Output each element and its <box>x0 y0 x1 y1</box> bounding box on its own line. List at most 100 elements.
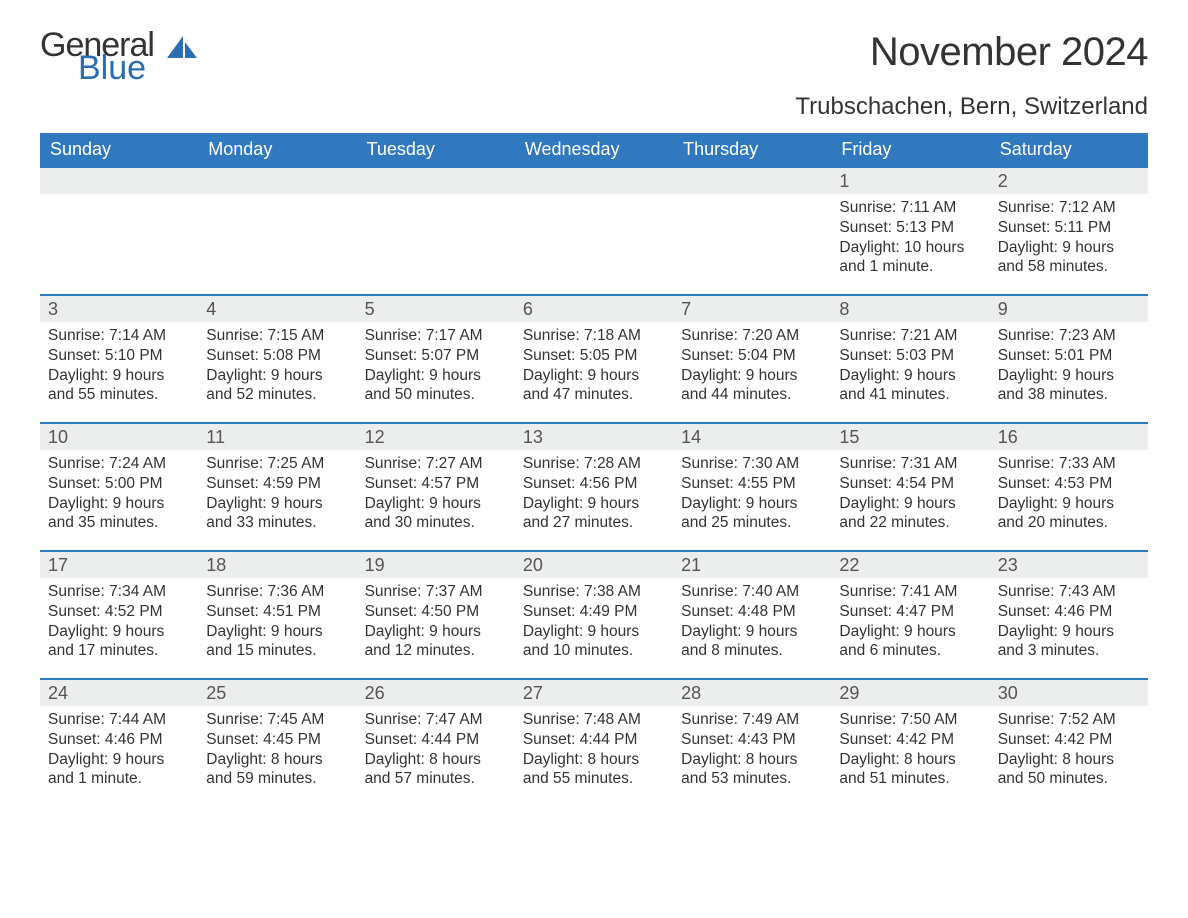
daylight-line: Daylight: 9 hours and 50 minutes. <box>365 366 507 406</box>
weekday-header-row: SundayMondayTuesdayWednesdayThursdayFrid… <box>40 133 1148 167</box>
calendar-day-cell: 22Sunrise: 7:41 AMSunset: 4:47 PMDayligh… <box>831 551 989 679</box>
calendar-day-cell: 20Sunrise: 7:38 AMSunset: 4:49 PMDayligh… <box>515 551 673 679</box>
calendar-week-row: 17Sunrise: 7:34 AMSunset: 4:52 PMDayligh… <box>40 551 1148 679</box>
daylight-line: Daylight: 9 hours and 27 minutes. <box>523 494 665 534</box>
day-number: 2 <box>990 168 1148 194</box>
day-number: 19 <box>357 552 515 578</box>
day-number: 23 <box>990 552 1148 578</box>
sunrise-line: Sunrise: 7:52 AM <box>998 710 1140 730</box>
sunrise-line: Sunrise: 7:36 AM <box>206 582 348 602</box>
sunrise-line: Sunrise: 7:41 AM <box>839 582 981 602</box>
daylight-line: Daylight: 9 hours and 44 minutes. <box>681 366 823 406</box>
calendar-day-cell: 9Sunrise: 7:23 AMSunset: 5:01 PMDaylight… <box>990 295 1148 423</box>
day-details: Sunrise: 7:45 AMSunset: 4:45 PMDaylight:… <box>198 706 356 797</box>
calendar-day-cell: 18Sunrise: 7:36 AMSunset: 4:51 PMDayligh… <box>198 551 356 679</box>
day-details: Sunrise: 7:47 AMSunset: 4:44 PMDaylight:… <box>357 706 515 797</box>
day-details: Sunrise: 7:52 AMSunset: 4:42 PMDaylight:… <box>990 706 1148 797</box>
day-details: Sunrise: 7:18 AMSunset: 5:05 PMDaylight:… <box>515 322 673 413</box>
sunrise-line: Sunrise: 7:47 AM <box>365 710 507 730</box>
day-number: 13 <box>515 424 673 450</box>
sunset-line: Sunset: 4:52 PM <box>48 602 190 622</box>
header: General Blue November 2024 Trubschachen,… <box>40 30 1148 127</box>
sunset-line: Sunset: 4:55 PM <box>681 474 823 494</box>
daylight-line: Daylight: 9 hours and 10 minutes. <box>523 622 665 662</box>
calendar-day-cell: 26Sunrise: 7:47 AMSunset: 4:44 PMDayligh… <box>357 679 515 807</box>
calendar-day-cell: 8Sunrise: 7:21 AMSunset: 5:03 PMDaylight… <box>831 295 989 423</box>
calendar-day-cell: 6Sunrise: 7:18 AMSunset: 5:05 PMDaylight… <box>515 295 673 423</box>
day-number: 5 <box>357 296 515 322</box>
day-number: 3 <box>40 296 198 322</box>
calendar-day-cell: 2Sunrise: 7:12 AMSunset: 5:11 PMDaylight… <box>990 167 1148 295</box>
calendar-week-row: 1Sunrise: 7:11 AMSunset: 5:13 PMDaylight… <box>40 167 1148 295</box>
daynum-bar-empty <box>198 168 356 194</box>
day-details: Sunrise: 7:38 AMSunset: 4:49 PMDaylight:… <box>515 578 673 669</box>
calendar-day-cell: 1Sunrise: 7:11 AMSunset: 5:13 PMDaylight… <box>831 167 989 295</box>
day-details: Sunrise: 7:21 AMSunset: 5:03 PMDaylight:… <box>831 322 989 413</box>
day-details: Sunrise: 7:30 AMSunset: 4:55 PMDaylight:… <box>673 450 831 541</box>
sunrise-line: Sunrise: 7:33 AM <box>998 454 1140 474</box>
sunrise-line: Sunrise: 7:50 AM <box>839 710 981 730</box>
sunrise-line: Sunrise: 7:27 AM <box>365 454 507 474</box>
day-details: Sunrise: 7:12 AMSunset: 5:11 PMDaylight:… <box>990 194 1148 285</box>
sunset-line: Sunset: 5:13 PM <box>839 218 981 238</box>
sunrise-line: Sunrise: 7:38 AM <box>523 582 665 602</box>
sunset-line: Sunset: 5:04 PM <box>681 346 823 366</box>
sunset-line: Sunset: 5:08 PM <box>206 346 348 366</box>
sunset-line: Sunset: 4:46 PM <box>998 602 1140 622</box>
day-number: 22 <box>831 552 989 578</box>
sunset-line: Sunset: 5:11 PM <box>998 218 1140 238</box>
sunrise-line: Sunrise: 7:14 AM <box>48 326 190 346</box>
day-details: Sunrise: 7:43 AMSunset: 4:46 PMDaylight:… <box>990 578 1148 669</box>
sunrise-line: Sunrise: 7:18 AM <box>523 326 665 346</box>
day-details: Sunrise: 7:36 AMSunset: 4:51 PMDaylight:… <box>198 578 356 669</box>
daylight-line: Daylight: 8 hours and 51 minutes. <box>839 750 981 790</box>
sunset-line: Sunset: 5:03 PM <box>839 346 981 366</box>
weekday-header: Tuesday <box>357 133 515 167</box>
daylight-line: Daylight: 9 hours and 35 minutes. <box>48 494 190 534</box>
calendar-day-cell: 17Sunrise: 7:34 AMSunset: 4:52 PMDayligh… <box>40 551 198 679</box>
sunrise-line: Sunrise: 7:44 AM <box>48 710 190 730</box>
weekday-header: Saturday <box>990 133 1148 167</box>
calendar-day-cell: 23Sunrise: 7:43 AMSunset: 4:46 PMDayligh… <box>990 551 1148 679</box>
day-details: Sunrise: 7:44 AMSunset: 4:46 PMDaylight:… <box>40 706 198 797</box>
sunrise-line: Sunrise: 7:34 AM <box>48 582 190 602</box>
brand-logo: General Blue <box>40 30 201 83</box>
day-number: 14 <box>673 424 831 450</box>
daylight-line: Daylight: 9 hours and 41 minutes. <box>839 366 981 406</box>
day-number: 4 <box>198 296 356 322</box>
title-block: November 2024 Trubschachen, Bern, Switze… <box>795 30 1148 127</box>
day-details: Sunrise: 7:11 AMSunset: 5:13 PMDaylight:… <box>831 194 989 285</box>
sunset-line: Sunset: 4:46 PM <box>48 730 190 750</box>
daylight-line: Daylight: 9 hours and 3 minutes. <box>998 622 1140 662</box>
sunrise-line: Sunrise: 7:45 AM <box>206 710 348 730</box>
calendar-day-cell: 21Sunrise: 7:40 AMSunset: 4:48 PMDayligh… <box>673 551 831 679</box>
calendar-day-cell <box>673 167 831 295</box>
sunset-line: Sunset: 4:42 PM <box>839 730 981 750</box>
day-number: 12 <box>357 424 515 450</box>
calendar-day-cell: 11Sunrise: 7:25 AMSunset: 4:59 PMDayligh… <box>198 423 356 551</box>
sunrise-line: Sunrise: 7:25 AM <box>206 454 348 474</box>
daylight-line: Daylight: 9 hours and 25 minutes. <box>681 494 823 534</box>
sunrise-line: Sunrise: 7:17 AM <box>365 326 507 346</box>
daylight-line: Daylight: 9 hours and 15 minutes. <box>206 622 348 662</box>
day-details: Sunrise: 7:33 AMSunset: 4:53 PMDaylight:… <box>990 450 1148 541</box>
calendar-day-cell <box>515 167 673 295</box>
calendar-day-cell: 13Sunrise: 7:28 AMSunset: 4:56 PMDayligh… <box>515 423 673 551</box>
calendar-day-cell: 29Sunrise: 7:50 AMSunset: 4:42 PMDayligh… <box>831 679 989 807</box>
day-number: 18 <box>198 552 356 578</box>
calendar-day-cell: 7Sunrise: 7:20 AMSunset: 5:04 PMDaylight… <box>673 295 831 423</box>
sunset-line: Sunset: 4:48 PM <box>681 602 823 622</box>
day-number: 10 <box>40 424 198 450</box>
sunset-line: Sunset: 4:49 PM <box>523 602 665 622</box>
day-number: 27 <box>515 680 673 706</box>
daylight-line: Daylight: 8 hours and 53 minutes. <box>681 750 823 790</box>
sunset-line: Sunset: 4:53 PM <box>998 474 1140 494</box>
sunset-line: Sunset: 4:50 PM <box>365 602 507 622</box>
day-number: 7 <box>673 296 831 322</box>
location-subtitle: Trubschachen, Bern, Switzerland <box>795 93 1148 121</box>
weekday-header: Thursday <box>673 133 831 167</box>
daylight-line: Daylight: 9 hours and 12 minutes. <box>365 622 507 662</box>
calendar-day-cell: 28Sunrise: 7:49 AMSunset: 4:43 PMDayligh… <box>673 679 831 807</box>
day-details: Sunrise: 7:27 AMSunset: 4:57 PMDaylight:… <box>357 450 515 541</box>
sunrise-line: Sunrise: 7:40 AM <box>681 582 823 602</box>
